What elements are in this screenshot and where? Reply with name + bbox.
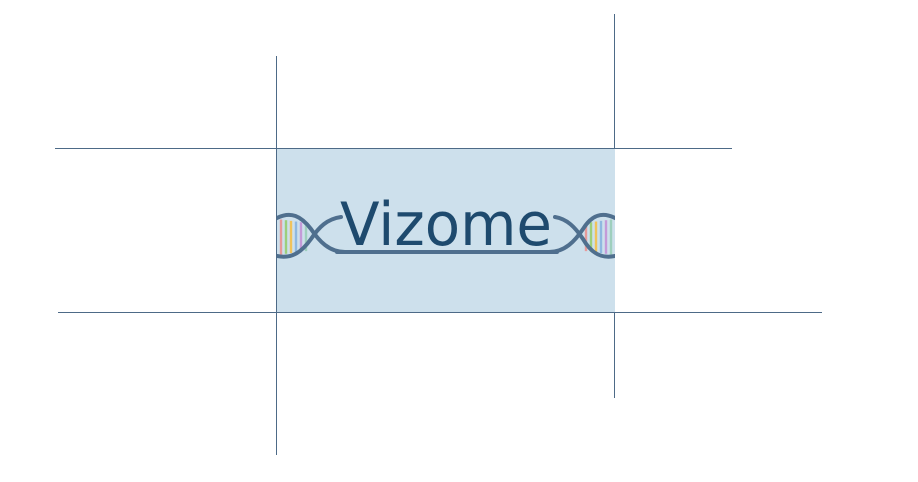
guide-line-bottom bbox=[58, 312, 822, 313]
dna-helix-right-icon bbox=[547, 212, 615, 259]
dna-helix-left-icon bbox=[277, 212, 347, 259]
logo-panel: Vizome bbox=[277, 149, 615, 312]
guide-line-top bbox=[55, 148, 732, 149]
vizome-logo: Vizome bbox=[277, 190, 615, 260]
logo-wordmark: Vizome bbox=[340, 190, 552, 260]
